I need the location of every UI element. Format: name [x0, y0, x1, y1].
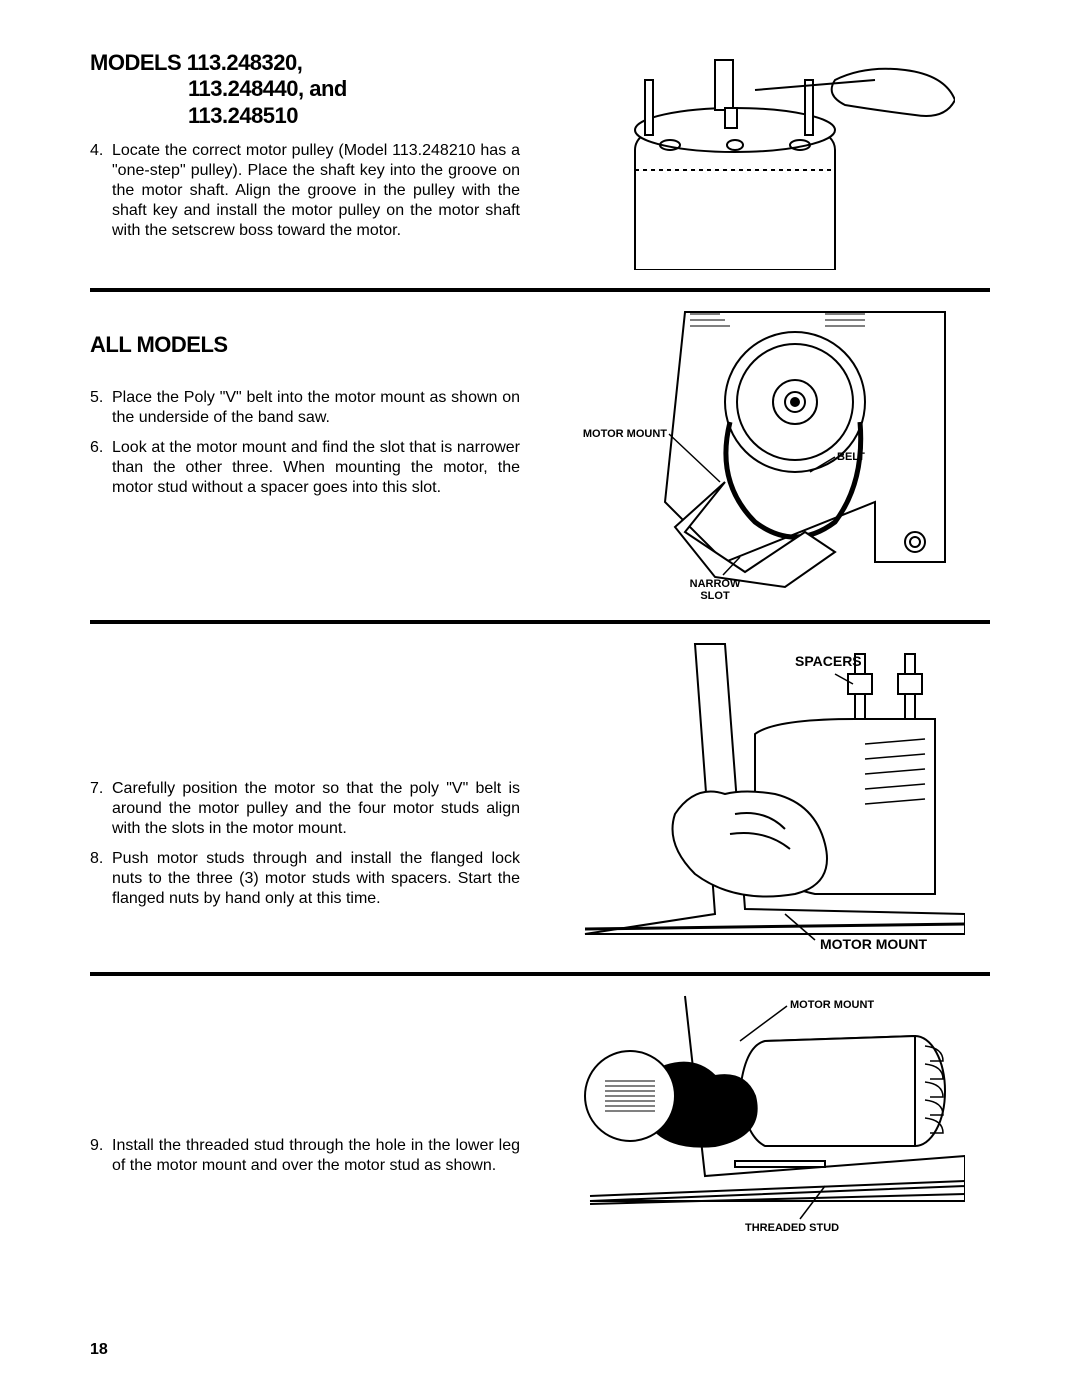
- label-belt: BELT: [837, 451, 865, 463]
- step-4: 4. Locate the correct motor pulley (Mode…: [90, 141, 520, 241]
- step-6: 6. Look at the motor mount and find the …: [90, 438, 520, 498]
- section-3-diagram: SPACERS MOTOR MOUNT: [540, 634, 990, 954]
- divider-1: [90, 288, 990, 292]
- divider-2: [90, 620, 990, 624]
- label-motor-mount: MOTOR MOUNT: [583, 428, 667, 440]
- label-spacers: SPACERS: [795, 653, 862, 669]
- section-4: 9. Install the threaded stud through the…: [90, 986, 990, 1246]
- step-7-text: Carefully position the motor so that the…: [112, 780, 520, 837]
- label-threaded-stud: THREADED STUD: [745, 1222, 839, 1234]
- models-header-l1: MODELS 113.248320,: [90, 50, 302, 75]
- all-models-header: ALL MODELS: [90, 332, 520, 358]
- label-motor-mount-4: MOTOR MOUNT: [790, 999, 874, 1011]
- section-4-diagram: MOTOR MOUNT THREADED STUD: [540, 986, 990, 1246]
- step-9-num: 9.: [90, 1136, 103, 1156]
- page-number: 18: [90, 1341, 108, 1359]
- step-4-num: 4.: [90, 141, 103, 161]
- step-5: 5. Place the Poly "V" belt into the moto…: [90, 388, 520, 428]
- step-6-num: 6.: [90, 438, 103, 458]
- step-9-text: Install the threaded stud through the ho…: [112, 1137, 520, 1174]
- models-header-l3: 113.248510: [90, 103, 298, 129]
- section-2: ALL MODELS 5. Place the Poly "V" belt in…: [90, 302, 990, 602]
- step-6-text: Look at the motor mount and find the slo…: [112, 439, 520, 496]
- step-7-num: 7.: [90, 779, 103, 799]
- models-header: MODELS 113.248320, 113.248440, and 113.2…: [90, 50, 520, 129]
- section-1: MODELS 113.248320, 113.248440, and 113.2…: [90, 50, 990, 270]
- label-slot: SLOT: [700, 590, 730, 602]
- step-4-text: Locate the correct motor pulley (Model 1…: [112, 142, 520, 239]
- section-3: 7. Carefully position the motor so that …: [90, 634, 990, 954]
- label-narrow: NARROW: [690, 578, 741, 590]
- section-4-text: 9. Install the threaded stud through the…: [90, 1046, 520, 1186]
- step-7: 7. Carefully position the motor so that …: [90, 779, 520, 839]
- divider-3: [90, 972, 990, 976]
- step-8-num: 8.: [90, 849, 103, 869]
- step-5-text: Place the Poly "V" belt into the motor m…: [112, 389, 520, 426]
- label-motor-mount-3: MOTOR MOUNT: [820, 936, 928, 952]
- models-header-l2: 113.248440, and: [90, 76, 347, 102]
- section-1-diagram: [540, 50, 990, 270]
- step-5-num: 5.: [90, 388, 103, 408]
- step-8-text: Push motor studs through and install the…: [112, 850, 520, 907]
- section-2-text: ALL MODELS 5. Place the Poly "V" belt in…: [90, 302, 520, 508]
- motor-pulley-diagram: [575, 50, 955, 270]
- section-1-text: MODELS 113.248320, 113.248440, and 113.2…: [90, 50, 520, 270]
- spacers-diagram: SPACERS MOTOR MOUNT: [565, 634, 965, 954]
- section-2-diagram: MOTOR MOUNT BELT NARROW SLOT: [540, 302, 990, 602]
- step-9: 9. Install the threaded stud through the…: [90, 1136, 520, 1176]
- section-3-text: 7. Carefully position the motor so that …: [90, 669, 520, 919]
- step-8: 8. Push motor studs through and install …: [90, 849, 520, 909]
- belt-motor-mount-diagram: MOTOR MOUNT BELT NARROW SLOT: [575, 302, 955, 602]
- threaded-stud-diagram: MOTOR MOUNT THREADED STUD: [565, 986, 965, 1246]
